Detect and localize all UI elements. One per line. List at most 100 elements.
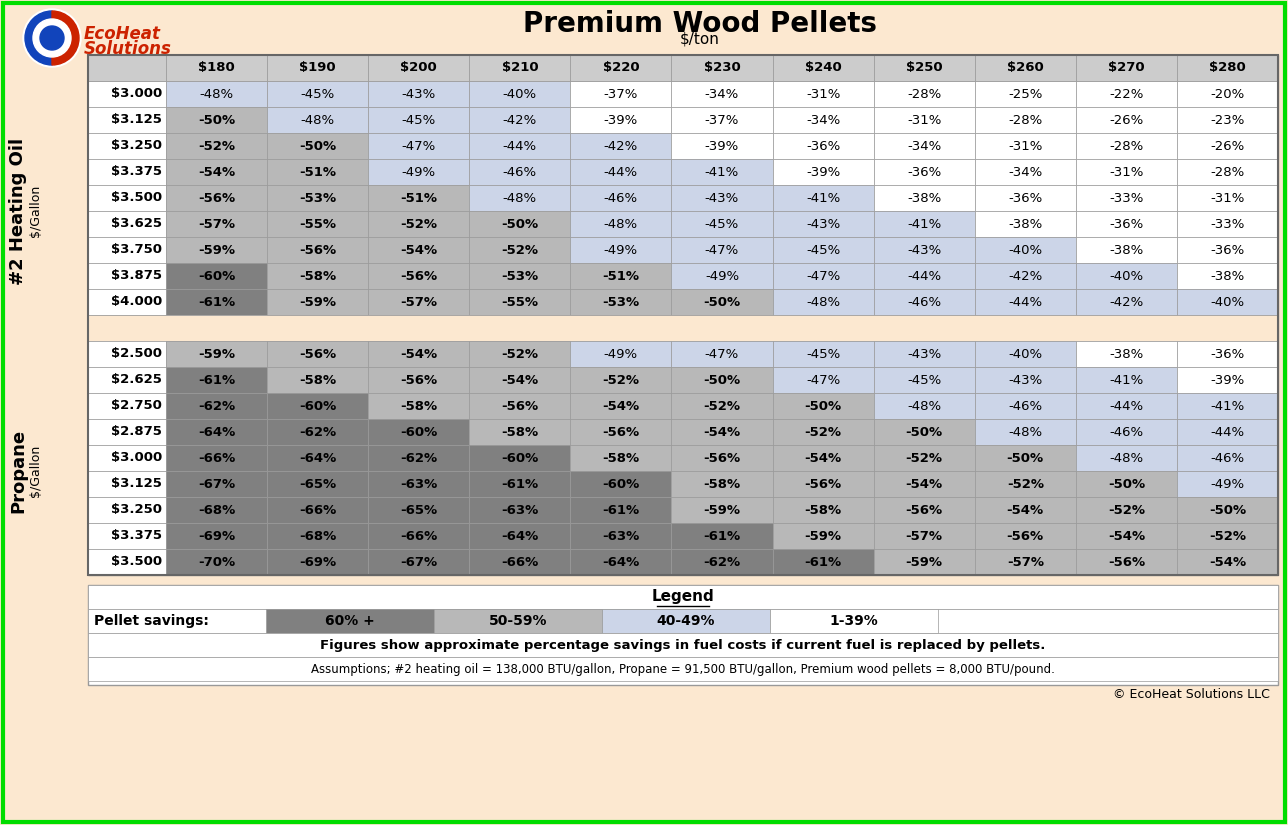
Bar	[267, 609, 434, 633]
Text: -44%: -44%	[1109, 399, 1144, 412]
Text: -58%: -58%	[703, 478, 741, 491]
Bar	[773, 237, 873, 263]
Text: 50-59%: 50-59%	[488, 614, 547, 628]
Bar	[88, 549, 166, 575]
Text: -45%: -45%	[806, 347, 840, 361]
Text: -49%: -49%	[604, 243, 638, 257]
Bar	[88, 497, 166, 523]
Bar	[571, 549, 671, 575]
Bar	[267, 81, 368, 107]
Text: -40%: -40%	[1009, 347, 1042, 361]
Wedge shape	[52, 11, 79, 65]
Text: -57%: -57%	[905, 530, 943, 543]
Text: -48%: -48%	[806, 295, 840, 309]
Bar	[267, 523, 368, 549]
Bar	[88, 393, 166, 419]
Bar	[671, 133, 773, 159]
Bar	[88, 185, 166, 211]
Bar	[1177, 263, 1278, 289]
Text: -39%: -39%	[1211, 374, 1244, 386]
Bar	[166, 289, 267, 315]
Text: -50%: -50%	[805, 399, 841, 412]
Text: -50%: -50%	[1108, 478, 1145, 491]
Bar	[1075, 341, 1177, 367]
Bar	[671, 523, 773, 549]
Text: $4.000: $4.000	[111, 295, 162, 309]
Bar	[166, 523, 267, 549]
Bar	[88, 55, 166, 81]
Text: -58%: -58%	[401, 399, 438, 412]
Bar	[975, 263, 1075, 289]
Text: -43%: -43%	[705, 191, 739, 205]
Bar	[773, 497, 873, 523]
Text: -56%: -56%	[299, 243, 336, 257]
Bar	[975, 81, 1075, 107]
Bar	[88, 523, 166, 549]
Bar	[88, 133, 166, 159]
Bar	[975, 55, 1075, 81]
Text: -38%: -38%	[1109, 347, 1144, 361]
Text: -31%: -31%	[1009, 139, 1042, 153]
Text: -66%: -66%	[401, 530, 438, 543]
Text: $200: $200	[401, 62, 437, 74]
Text: -56%: -56%	[299, 347, 336, 361]
Text: -44%: -44%	[1211, 426, 1244, 439]
Bar	[469, 471, 571, 497]
Bar	[1075, 367, 1177, 393]
Bar	[469, 81, 571, 107]
Bar	[975, 367, 1075, 393]
Text: -41%: -41%	[705, 166, 739, 178]
Bar	[1177, 81, 1278, 107]
Text: 1-39%: 1-39%	[829, 614, 878, 628]
Text: -62%: -62%	[299, 426, 336, 439]
Text: -51%: -51%	[299, 166, 336, 178]
Bar	[773, 133, 873, 159]
Bar	[1177, 159, 1278, 185]
Text: -49%: -49%	[1211, 478, 1244, 491]
Text: $2.625: $2.625	[111, 374, 162, 386]
Bar	[88, 263, 166, 289]
Text: -54%: -54%	[501, 374, 538, 386]
Bar	[368, 445, 469, 471]
Bar	[469, 263, 571, 289]
Bar	[166, 549, 267, 575]
Bar	[873, 185, 975, 211]
Text: -36%: -36%	[806, 139, 840, 153]
Text: $180: $180	[198, 62, 234, 74]
Text: -62%: -62%	[198, 399, 236, 412]
Text: -54%: -54%	[703, 426, 741, 439]
Bar	[1177, 289, 1278, 315]
Text: -54%: -54%	[198, 166, 236, 178]
Bar	[571, 419, 671, 445]
Bar	[368, 471, 469, 497]
Bar	[267, 419, 368, 445]
Bar	[571, 133, 671, 159]
Text: -54%: -54%	[603, 399, 639, 412]
Text: -59%: -59%	[299, 295, 336, 309]
Bar	[571, 159, 671, 185]
Text: -52%: -52%	[501, 347, 538, 361]
Bar	[469, 185, 571, 211]
Bar	[1177, 237, 1278, 263]
Text: -46%: -46%	[604, 191, 638, 205]
Text: -56%: -56%	[501, 399, 538, 412]
Bar	[368, 107, 469, 133]
Bar	[469, 289, 571, 315]
Text: -54%: -54%	[401, 347, 438, 361]
Text: -64%: -64%	[501, 530, 538, 543]
Bar	[571, 341, 671, 367]
Text: -20%: -20%	[1211, 87, 1244, 101]
Text: -49%: -49%	[402, 166, 435, 178]
Bar	[1177, 341, 1278, 367]
Bar	[1177, 367, 1278, 393]
Bar	[1075, 393, 1177, 419]
Text: -42%: -42%	[604, 139, 638, 153]
Bar	[166, 185, 267, 211]
Text: -41%: -41%	[806, 191, 840, 205]
Text: -45%: -45%	[705, 218, 739, 230]
Text: -41%: -41%	[1211, 399, 1244, 412]
Text: -62%: -62%	[703, 555, 741, 568]
Text: -38%: -38%	[1009, 218, 1042, 230]
Text: Pellet savings:: Pellet savings:	[94, 614, 209, 628]
Bar	[267, 289, 368, 315]
